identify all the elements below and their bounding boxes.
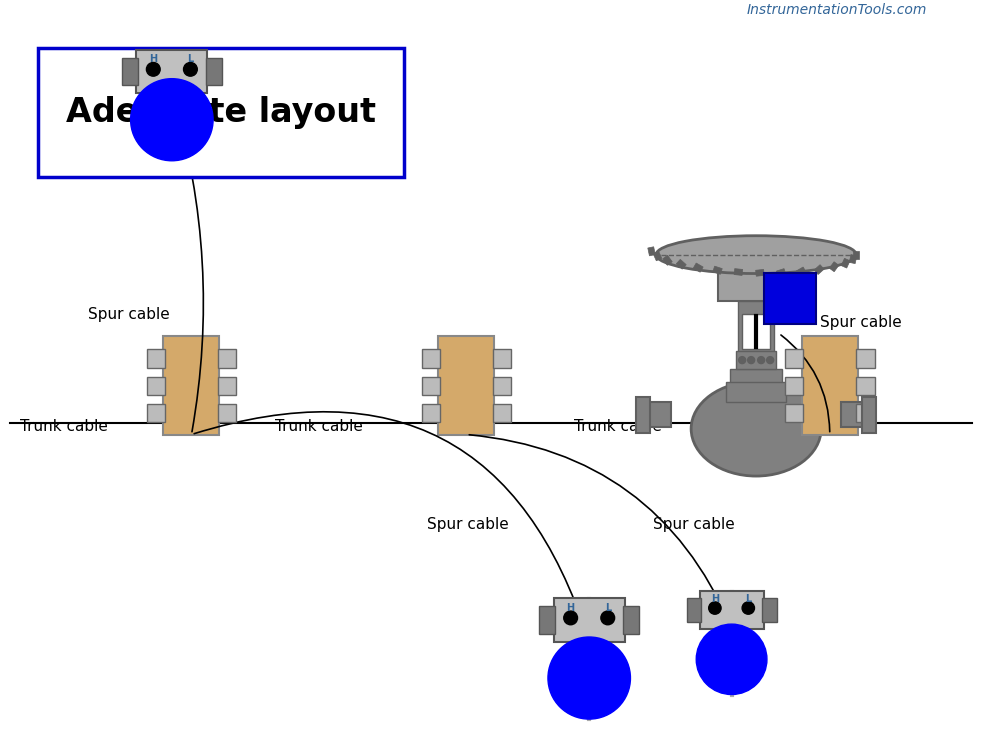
Bar <box>849 255 857 264</box>
FancyBboxPatch shape <box>718 260 794 301</box>
FancyBboxPatch shape <box>438 336 495 435</box>
Text: InstrumentationTools.com: InstrumentationTools.com <box>746 3 927 17</box>
FancyBboxPatch shape <box>38 47 404 177</box>
Bar <box>663 255 673 265</box>
Circle shape <box>131 78 213 161</box>
Text: L: L <box>745 594 751 604</box>
Circle shape <box>146 62 160 76</box>
FancyBboxPatch shape <box>146 376 165 395</box>
Text: Spur cable: Spur cable <box>653 517 735 532</box>
Circle shape <box>548 637 630 719</box>
FancyBboxPatch shape <box>699 591 764 629</box>
FancyBboxPatch shape <box>742 314 770 349</box>
Text: L: L <box>605 602 611 613</box>
Circle shape <box>738 357 745 364</box>
FancyBboxPatch shape <box>785 376 803 395</box>
FancyBboxPatch shape <box>493 376 512 395</box>
Ellipse shape <box>656 236 856 273</box>
Text: H: H <box>567 602 574 613</box>
FancyBboxPatch shape <box>421 349 440 367</box>
Ellipse shape <box>691 382 821 476</box>
Bar <box>693 263 703 272</box>
Text: Adequate layout: Adequate layout <box>66 96 376 129</box>
FancyBboxPatch shape <box>218 349 237 367</box>
FancyBboxPatch shape <box>785 349 803 367</box>
FancyBboxPatch shape <box>856 404 875 422</box>
FancyBboxPatch shape <box>421 404 440 422</box>
FancyBboxPatch shape <box>146 349 165 367</box>
FancyBboxPatch shape <box>764 273 816 325</box>
Circle shape <box>184 62 197 76</box>
FancyBboxPatch shape <box>163 336 220 435</box>
Bar <box>713 266 722 274</box>
Bar <box>842 258 850 268</box>
FancyBboxPatch shape <box>731 369 782 383</box>
FancyBboxPatch shape <box>636 397 650 433</box>
FancyBboxPatch shape <box>136 50 207 93</box>
FancyBboxPatch shape <box>218 376 237 395</box>
FancyBboxPatch shape <box>785 404 803 422</box>
FancyBboxPatch shape <box>421 376 440 395</box>
FancyBboxPatch shape <box>146 404 165 422</box>
FancyBboxPatch shape <box>726 382 787 402</box>
Bar <box>653 251 662 261</box>
Text: H: H <box>149 54 157 64</box>
Circle shape <box>601 611 615 625</box>
FancyBboxPatch shape <box>218 404 237 422</box>
Circle shape <box>709 602 721 614</box>
FancyBboxPatch shape <box>856 349 875 367</box>
FancyBboxPatch shape <box>554 599 625 642</box>
Bar <box>830 262 839 272</box>
FancyBboxPatch shape <box>539 606 556 634</box>
Text: Trunk cable: Trunk cable <box>275 419 362 434</box>
Text: Spur cable: Spur cable <box>88 307 170 322</box>
Circle shape <box>564 611 577 625</box>
FancyBboxPatch shape <box>205 58 222 86</box>
FancyBboxPatch shape <box>762 598 777 622</box>
FancyBboxPatch shape <box>623 606 639 634</box>
Text: L: L <box>188 54 193 64</box>
FancyBboxPatch shape <box>493 349 512 367</box>
FancyBboxPatch shape <box>862 397 876 433</box>
Bar <box>796 267 806 276</box>
Circle shape <box>696 624 767 694</box>
Circle shape <box>767 357 774 364</box>
FancyBboxPatch shape <box>842 402 871 427</box>
Bar <box>648 247 655 256</box>
FancyBboxPatch shape <box>641 402 671 427</box>
FancyBboxPatch shape <box>686 598 701 622</box>
Bar <box>677 259 686 269</box>
Circle shape <box>742 602 754 614</box>
FancyBboxPatch shape <box>856 376 875 395</box>
Text: H: H <box>711 594 719 604</box>
Circle shape <box>747 357 754 364</box>
Bar <box>814 265 824 274</box>
FancyBboxPatch shape <box>122 58 138 86</box>
Bar <box>853 251 859 258</box>
FancyBboxPatch shape <box>801 336 858 435</box>
Bar <box>755 270 764 276</box>
Circle shape <box>758 357 765 364</box>
FancyBboxPatch shape <box>738 301 774 356</box>
Bar <box>777 269 786 277</box>
Text: Spur cable: Spur cable <box>820 315 901 330</box>
FancyBboxPatch shape <box>736 351 776 369</box>
FancyBboxPatch shape <box>493 404 512 422</box>
Text: Spur cable: Spur cable <box>427 517 509 532</box>
Text: Trunk cable: Trunk cable <box>574 419 662 434</box>
Text: Trunk cable: Trunk cable <box>20 419 107 434</box>
Bar <box>735 269 742 276</box>
